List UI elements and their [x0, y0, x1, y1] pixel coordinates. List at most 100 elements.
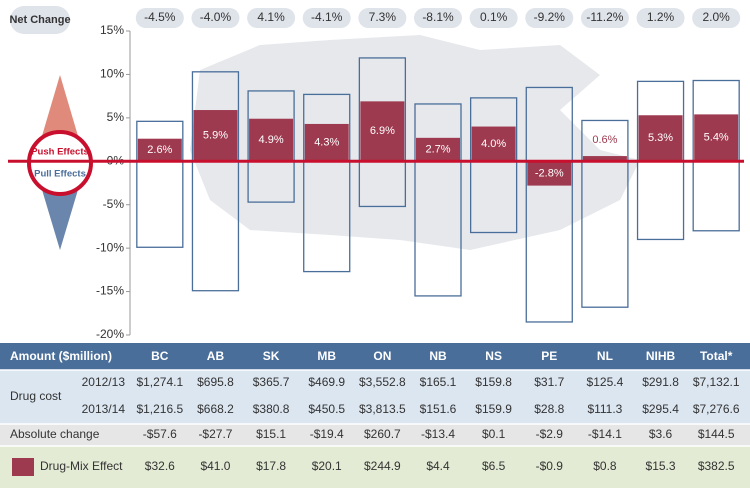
y-tick-label: -10%	[96, 240, 124, 254]
table-cell: $111.3	[587, 402, 622, 416]
table-cell: $295.4	[642, 402, 679, 416]
bar	[471, 126, 516, 162]
bar	[416, 137, 460, 162]
table-cell: $15.1	[256, 427, 286, 441]
net-change-label: 2.0%	[703, 10, 731, 24]
effect-box	[136, 160, 184, 248]
bar	[360, 101, 405, 162]
y-tick-label: -5%	[103, 197, 125, 211]
net-change-pill	[135, 8, 184, 28]
bar	[193, 110, 238, 162]
table-cell: $291.8	[642, 375, 679, 389]
row-label: 2013/14	[82, 402, 126, 416]
table-cell: $695.8	[197, 375, 234, 389]
net-change-pill	[358, 8, 407, 28]
table-cell: $0.8	[593, 459, 617, 473]
bar	[304, 123, 349, 162]
net-change-label: -4.5%	[144, 10, 176, 24]
table-cell: $7,276.6	[693, 402, 740, 416]
bar	[694, 114, 739, 162]
net-change-pill	[469, 8, 518, 28]
value-label: 4.3%	[314, 137, 339, 149]
y-tick-label: 10%	[100, 67, 124, 81]
y-tick-label: 15%	[100, 23, 124, 37]
bar	[249, 118, 294, 162]
value-label: 2.7%	[425, 143, 450, 155]
table-cell: -$14.1	[588, 427, 622, 441]
net-change-pill	[580, 8, 629, 28]
table-cell: $668.2	[197, 402, 234, 416]
net-change-label: -4.0%	[200, 10, 232, 24]
table-cell: $20.1	[312, 459, 342, 473]
table-cell: $28.8	[534, 402, 564, 416]
table-cell: $450.5	[308, 402, 345, 416]
table-cell: $41.0	[200, 459, 230, 473]
net-change-pill	[414, 8, 462, 28]
table-cell: -$0.9	[536, 459, 564, 473]
table-row	[0, 397, 750, 424]
table-cell: $1,216.5	[136, 402, 183, 416]
table-cell: $3.6	[649, 427, 673, 441]
net-change-label: -11.2%	[586, 10, 623, 24]
net-change-header: Net Change	[9, 14, 70, 26]
table-cell: $1,274.1	[136, 375, 183, 389]
table-cell: -$27.7	[198, 427, 232, 441]
row-label: 2012/13	[82, 375, 126, 389]
table-header: Total*	[700, 349, 733, 363]
table-cell: $244.9	[364, 459, 401, 473]
net-change-pill	[525, 8, 574, 28]
table-cell: $382.5	[698, 459, 735, 473]
table-row	[0, 446, 750, 488]
table-header: AB	[207, 349, 225, 363]
table-header: MB	[317, 349, 336, 363]
table-cell: $7,132.1	[693, 375, 740, 389]
net-change-label: 1.2%	[647, 10, 675, 24]
table-cell: $260.7	[364, 427, 401, 441]
table-header: NIHB	[646, 349, 676, 363]
net-change-pill	[302, 8, 351, 28]
table-cell: $365.7	[253, 375, 290, 389]
table-header: ON	[373, 349, 391, 363]
net-change-label: -4.1%	[311, 10, 343, 24]
table-cell: $165.1	[420, 375, 457, 389]
bar	[527, 161, 572, 186]
effect-box	[692, 160, 740, 232]
table-cell: $144.5	[698, 427, 735, 441]
table-cell: $15.3	[646, 459, 676, 473]
table-cell: $31.7	[534, 375, 564, 389]
y-tick-label: -15%	[96, 284, 124, 298]
legend-label: Drug-Mix Effect	[40, 459, 123, 473]
table-cell: $4.4	[426, 459, 450, 473]
table-row	[0, 424, 750, 446]
table-cell: $380.8	[253, 402, 290, 416]
table-cell: $159.8	[475, 375, 512, 389]
table-header: BC	[151, 349, 169, 363]
net-change-pill	[636, 8, 685, 28]
table-cell: -$13.4	[421, 427, 455, 441]
table-cell: $3,552.8	[359, 375, 406, 389]
push-pull-circle	[27, 130, 93, 196]
value-label: -2.8%	[535, 167, 564, 179]
table-cell: -$57.6	[143, 427, 177, 441]
net-change-label: 7.3%	[369, 10, 397, 24]
value-label: 4.0%	[481, 138, 506, 150]
value-label: 2.6%	[147, 144, 172, 156]
table-header: SK	[263, 349, 280, 363]
net-change-pill	[247, 8, 296, 28]
value-label: 6.9%	[370, 125, 395, 137]
value-label: 5.3%	[648, 132, 673, 144]
y-tick-label: 5%	[107, 110, 125, 124]
net-change-label: 4.1%	[257, 10, 285, 24]
effect-box	[636, 160, 685, 241]
table-cell: $3,813.5	[359, 402, 406, 416]
net-change-pill	[191, 8, 240, 28]
legend-swatch	[12, 458, 34, 476]
table-cell: $151.6	[420, 402, 457, 416]
table-cell: $6.5	[482, 459, 506, 473]
row-label: Absolute change	[10, 427, 100, 441]
table-cell: $32.6	[145, 459, 175, 473]
value-label: 0.6%	[592, 134, 617, 146]
bar	[582, 156, 627, 162]
value-label: 5.4%	[704, 132, 729, 144]
